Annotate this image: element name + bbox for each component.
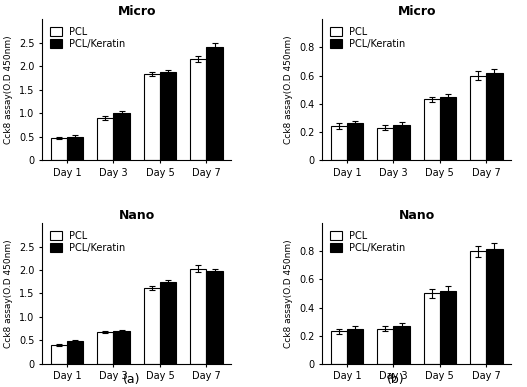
Bar [113,113,130,160]
Bar [207,46,223,160]
Bar [377,329,393,364]
Bar [51,138,67,160]
Bar [347,329,363,364]
Bar [207,271,223,364]
Y-axis label: Cck8 assay(O.D 450nm): Cck8 assay(O.D 450nm) [285,239,294,348]
Bar [470,251,486,364]
Bar [486,73,503,160]
Title: Nano: Nano [119,209,155,222]
Bar [113,331,130,364]
Legend: PCL, PCL/Keratin: PCL, PCL/Keratin [327,24,408,52]
Y-axis label: Cck8 assay(O.D 450nm): Cck8 assay(O.D 450nm) [285,35,294,144]
Text: (b): (b) [386,373,404,386]
Title: Micro: Micro [397,5,436,18]
Y-axis label: Cck8 assay(O.D 450nm): Cck8 assay(O.D 450nm) [4,239,14,348]
Legend: PCL, PCL/Keratin: PCL, PCL/Keratin [47,228,129,256]
Bar [144,288,160,364]
Y-axis label: Cck8 assay(O.D 450nm): Cck8 assay(O.D 450nm) [4,35,14,144]
Bar [97,118,113,160]
Legend: PCL, PCL/Keratin: PCL, PCL/Keratin [47,24,129,52]
Bar [144,74,160,160]
Text: (a): (a) [123,373,141,386]
Bar [470,75,486,160]
Bar [486,248,503,364]
Bar [190,59,207,160]
Bar [424,99,440,160]
Bar [347,123,363,160]
Bar [440,97,456,160]
Bar [330,126,347,160]
Bar [424,293,440,364]
Title: Micro: Micro [118,5,156,18]
Bar [67,341,83,364]
Bar [51,345,67,364]
Bar [160,72,176,160]
Bar [377,128,393,160]
Bar [393,326,409,364]
Bar [97,332,113,364]
Title: Nano: Nano [398,209,435,222]
Bar [393,125,409,160]
Bar [330,331,347,364]
Legend: PCL, PCL/Keratin: PCL, PCL/Keratin [327,228,408,256]
Bar [160,282,176,364]
Bar [190,269,207,364]
Bar [67,137,83,160]
Bar [440,291,456,364]
